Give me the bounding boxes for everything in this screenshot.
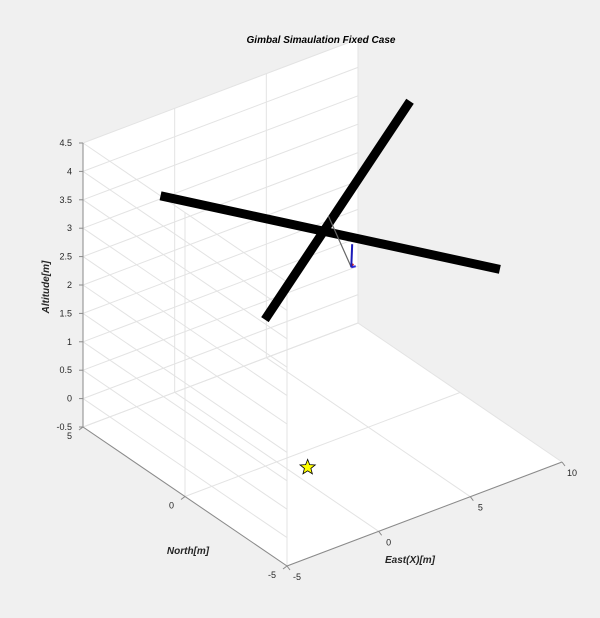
y-axis-label: North[m] [167, 546, 210, 557]
z-tick-label: 3 [67, 223, 72, 233]
y-tick-mark [180, 496, 186, 500]
left-grid-z [82, 256, 288, 397]
y-tick-mark [282, 565, 288, 570]
left-grid-z [82, 199, 288, 340]
left-grid-z [82, 142, 288, 283]
axis-lines [78, 142, 566, 571]
z-tick-label: 1 [67, 337, 72, 347]
back-grid-z [82, 322, 359, 428]
z-tick-label: -0.5 [56, 422, 72, 432]
x-tick-label: 10 [567, 468, 577, 478]
y-tick-label: 0 [169, 501, 174, 511]
back-grid-z [82, 294, 359, 400]
x-tick-label: -5 [293, 572, 301, 582]
z-tick-label: 0.5 [59, 365, 72, 375]
z-tick-label: 2 [67, 280, 72, 290]
back-grid-z [82, 66, 359, 172]
x-tick-mark [286, 565, 291, 571]
plot-series [159, 98, 501, 475]
z-tick-label: 0 [67, 394, 72, 404]
y-tick-label: 5 [67, 431, 72, 441]
back-grid-z [82, 95, 359, 201]
left-grid-z [82, 227, 288, 368]
left-grid-z [82, 369, 288, 510]
chart-title: Gimbal Simaulation Fixed Case [247, 35, 396, 46]
back-grid-z [82, 180, 359, 286]
z-tick-label: 2.5 [59, 252, 72, 262]
x-tick-mark [378, 531, 383, 536]
y-tick-label: -5 [268, 570, 276, 580]
left-grid-z [82, 398, 288, 539]
x-tick-label: 0 [386, 537, 391, 547]
floor-grid-y [184, 392, 461, 497]
x-tick-label: 5 [478, 503, 483, 513]
x-tick-mark [469, 496, 474, 501]
back-grid-z [82, 38, 359, 144]
z-tick-label: 1.5 [59, 308, 72, 318]
frame-arm-2 [261, 98, 414, 323]
x-tick-mark [561, 461, 566, 467]
z-axis-label: Altitude[m] [41, 260, 52, 314]
frame-arm-1 [159, 191, 501, 274]
back-grid-z [82, 265, 359, 371]
gimbal-axis-z [350, 244, 354, 268]
left-grid-z [82, 284, 288, 425]
back-grid-z [82, 123, 359, 229]
target-star-marker [298, 458, 317, 475]
x-axis-line [286, 461, 563, 567]
x-axis-label: East(X)[m] [385, 555, 436, 566]
z-tick-label: 4 [67, 166, 72, 176]
left-grid-z [82, 312, 288, 453]
left-grid-z [82, 170, 288, 311]
gimbal-link-line [327, 215, 352, 268]
left-grid-z [82, 341, 288, 482]
z-tick-label: 4.5 [59, 138, 72, 148]
z-tick-label: 3.5 [59, 195, 72, 205]
